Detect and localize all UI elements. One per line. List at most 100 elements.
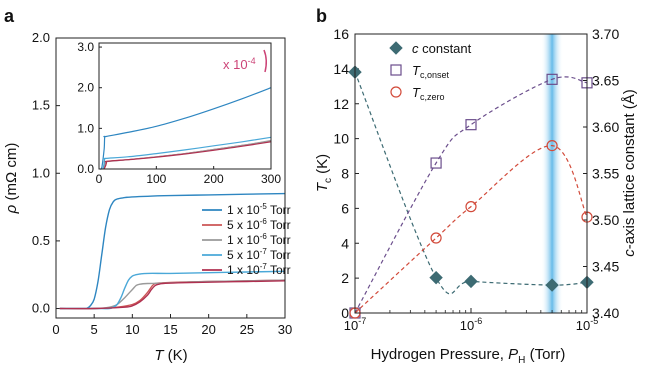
panel-a-series-line-4 <box>59 280 286 310</box>
panel-a-legend-unit-0: Torr <box>267 203 291 217</box>
panel-a-ytick-label-3: 1.5 <box>32 98 50 113</box>
panel-b-xlabel: Hydrogen Pressure, PH (Torr) <box>371 346 566 366</box>
inset-series-line-0 <box>99 87 272 170</box>
panel-a-xtick-label-6: 30 <box>278 322 292 337</box>
panel-b-ytick-left-label-3: 6 <box>341 200 349 216</box>
panel-a-legend-unit-4: Torr <box>267 263 291 277</box>
panel-a-legend-unit-1: Torr <box>267 218 291 232</box>
panel-b-ytick-right-label-5: 3.65 <box>592 73 619 89</box>
panel-a-ytick-label-4: 2.0 <box>32 30 50 45</box>
panel-label-a: a <box>4 6 15 26</box>
panel-b-xtick-label-2: 10-5 <box>576 316 598 333</box>
panel-b-fit-curve-2 <box>354 144 588 314</box>
panel-a-xtick-label-2: 10 <box>125 322 139 337</box>
panel-a-ytick-label-2: 1.0 <box>32 165 50 180</box>
panel-a-frame <box>55 37 286 319</box>
panel-b-ytick-right-label-2: 3.50 <box>592 212 619 228</box>
panel-a-legend-label-4: 1 x 10-7 Torr <box>227 262 291 277</box>
panel-a-ylabel: ρ (mΩ cm) <box>3 143 20 215</box>
inset-scale-marker <box>263 49 268 73</box>
panel-a-legend-label-0: 1 x 10-5 Torr <box>227 202 291 217</box>
panel-b-xtick-exponent-0: -7 <box>358 316 366 326</box>
panel-b-chart: 10-7 10-6 10-502468101214163.403.453.503.5… <box>314 26 638 366</box>
panel-b-marker-2-1 <box>430 232 442 244</box>
panel-a-xtick-label-3: 15 <box>163 322 177 337</box>
panel-a-legend-label-2: 1 x 10-6 Torr <box>227 232 291 247</box>
panel-a-xtick-label-4: 20 <box>201 322 215 337</box>
panel-b-ytick-left-label-0: 0 <box>341 305 349 321</box>
panel-b-ylabel-left-sub: c <box>323 178 334 183</box>
panel-b-xlabel-suffix: (Torr) <box>525 346 565 363</box>
inset-xtick-label-2: 200 <box>204 172 224 186</box>
panel-a-legend-mantissa-1: 5 x 10 <box>227 218 260 232</box>
inset-series-line-4 <box>103 141 272 170</box>
panel-a-legend-mantissa-3: 5 x 10 <box>227 248 260 262</box>
panel-b-frame <box>354 33 588 314</box>
panel-a-legend-label-1: 5 x 10-6 Torr <box>227 217 291 232</box>
panel-b-ylabel-right: c-axis lattice constant (Å) <box>621 89 638 257</box>
inset-xtick-label-1: 100 <box>146 172 166 186</box>
panel-b-legend-var-1: T <box>412 63 421 78</box>
panel-a-legend-exponent-0: -5 <box>260 202 268 211</box>
panel-a-legend-mantissa-2: 1 x 10 <box>227 233 260 247</box>
panel-a-legend-exponent-2: -6 <box>260 232 268 241</box>
panel-b-ytick-right-label-3: 3.55 <box>592 166 619 182</box>
panel-b-legend-sub-1: c,onset <box>420 70 450 80</box>
panel-a-series-line-2 <box>59 279 286 310</box>
panel-a-legend-mantissa-4: 1 x 10 <box>227 263 260 277</box>
panel-b-xlabel-sub: H <box>518 355 525 366</box>
panel-b-ytick-right-label-0: 3.40 <box>592 305 619 321</box>
panel-b-xtick-mantissa-0: 10 <box>344 318 358 333</box>
panel-b-legend-marker-0 <box>389 41 403 55</box>
panel-b-fit-curve-1 <box>354 76 588 314</box>
panel-b-ytick-left-label-1: 2 <box>341 270 349 286</box>
inset-scale-mantissa: x 10 <box>223 57 248 72</box>
panel-a-ytick-label-1: 0.5 <box>32 233 50 248</box>
panel-b-marker-2-2 <box>465 201 477 213</box>
panel-b-ytick-right-label-1: 3.45 <box>592 259 619 275</box>
panel-a-series-lines <box>59 192 286 310</box>
inset-ytick-label-0: 0.0 <box>77 162 94 176</box>
panel-b-ytick-left-label-4: 8 <box>341 166 349 182</box>
panel-b-marker-1-3 <box>546 73 558 85</box>
panel-b-legend-var-2: T <box>412 85 421 100</box>
panel-b-ytick-left-label-6: 12 <box>333 96 349 112</box>
panel-a-series-line-1 <box>59 279 286 310</box>
panel-a-tick-labels: 0 5 10 15 20 25 30 0.0 0.5 1.0 1.5 2.0 <box>32 30 292 337</box>
panel-a-legend-mantissa-0: 1 x 10 <box>227 203 260 217</box>
panel-b-legend-label-0: c constant <box>412 41 472 56</box>
panel-b-marker-0-3 <box>545 278 559 292</box>
panel-b-marker-1-2 <box>465 119 477 131</box>
panel-b-marker-2-3 <box>546 140 558 152</box>
panel-b-tick-labels: 10-7 10-6 10-502468101214163.403.453.503.5… <box>333 26 619 333</box>
panel-b-legend-label-2: Tc,zero <box>412 85 444 102</box>
panel-b-ytick-left-label-7: 14 <box>333 61 349 77</box>
panel-a-xlabel-unit: (K) <box>164 347 188 364</box>
panel-b-legend-sub-2: c,zero <box>420 92 445 102</box>
panel-b-ylabel-left: Tc (K) <box>314 154 334 192</box>
panel-b-xtick-exponent-1: -6 <box>474 316 482 326</box>
panel-b-ytick-right-label-4: 3.60 <box>592 119 619 135</box>
panel-a-xlabel-var: T <box>154 347 165 364</box>
panel-b-ylabel-left-var: T <box>314 181 331 192</box>
panel-b-marker-0-2 <box>464 274 478 289</box>
inset-background <box>68 40 275 170</box>
panel-b-highlight-band <box>541 34 564 313</box>
panel-a-legend-unit-3: Torr <box>267 248 291 262</box>
inset-frame <box>98 42 272 170</box>
panel-b-xlabel-var: P <box>508 346 518 363</box>
panel-a-ylabel-var: ρ <box>3 204 20 214</box>
panel-b-xtick-label-1: 10-6 <box>460 316 482 333</box>
panel-b-legend-rest-0: constant <box>419 41 472 56</box>
panel-b-xtick-mantissa-2: 10 <box>576 318 590 333</box>
panel-a-inset: 0 100 200 300 0.0 1.0 2.0 3.0 x 10-4 <box>68 40 281 186</box>
inset-xtick-label-3: 300 <box>261 172 281 186</box>
panel-b-legend-var-0: c <box>412 41 419 56</box>
panel-a-legend-label-3: 5 x 10-7 Torr <box>227 247 291 262</box>
panel-a-xtick-label-0: 0 <box>52 322 59 337</box>
panel-b-ylabel-left-unit: (K) <box>314 154 331 178</box>
inset-scale-exponent: -4 <box>248 56 256 66</box>
